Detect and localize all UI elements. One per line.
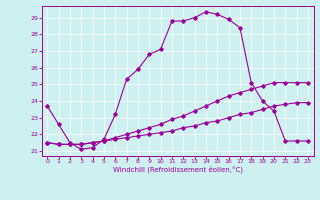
X-axis label: Windchill (Refroidissement éolien,°C): Windchill (Refroidissement éolien,°C) [113,166,243,173]
